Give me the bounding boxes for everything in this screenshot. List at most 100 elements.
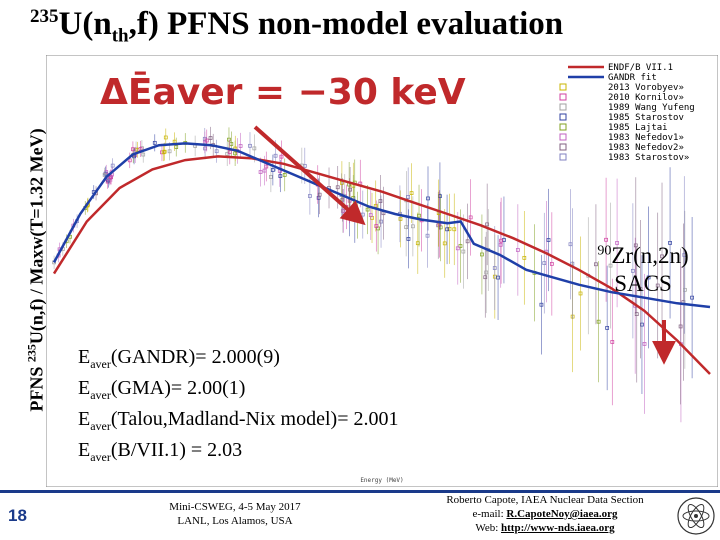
- data-point: [227, 150, 232, 154]
- footer-divider: [0, 490, 720, 493]
- legend-label: 2010 Kornilov»: [608, 93, 684, 103]
- delta-energy-annotation: ΔĒaver = −30 keV: [100, 72, 466, 113]
- legend-label: GANDR fit: [608, 73, 657, 83]
- data-point: [484, 270, 489, 275]
- legend-label: 2013 Vorobyev»: [608, 83, 684, 93]
- legend-label: 1985 Starostov: [608, 113, 684, 123]
- data-point: [539, 302, 544, 307]
- iaea-logo-icon: [677, 497, 715, 535]
- data-point: [225, 152, 230, 156]
- data-point: [615, 241, 619, 245]
- data-point: [631, 268, 635, 273]
- data-point: [496, 275, 500, 280]
- legend-label: ENDF/B VII.1: [608, 63, 673, 73]
- data-point: [485, 222, 490, 227]
- series-line-0: [52, 155, 711, 375]
- data-point: [546, 238, 551, 242]
- data-point: [608, 263, 613, 268]
- legend-label: 1985 Lajtai: [608, 123, 668, 133]
- legend-marker: [559, 123, 567, 131]
- data-point: [411, 224, 415, 229]
- eaver-line: Eaver(B/VII.1) = 2.03: [78, 439, 243, 464]
- data-point: [458, 244, 463, 248]
- data-point: [605, 326, 610, 330]
- data-point: [542, 261, 547, 266]
- data-point: [638, 287, 643, 292]
- web-link[interactable]: http://www-nds.iaea.org: [501, 522, 615, 534]
- legend-marker: [559, 143, 567, 151]
- email-link[interactable]: R.CapoteNoy@iaea.org: [506, 508, 618, 520]
- data-point: [633, 243, 638, 248]
- data-point: [646, 275, 651, 280]
- data-point: [480, 252, 484, 257]
- data-point: [594, 262, 598, 267]
- data-point: [452, 227, 457, 232]
- data-point: [445, 227, 449, 232]
- legend-marker: [559, 83, 567, 91]
- legend-label: 1983 Starostov»: [608, 153, 689, 163]
- footer-contact: Roberto Capote, IAEA Nuclear Data Sectio…: [446, 494, 644, 534]
- data-point: [248, 143, 252, 148]
- data-point: [102, 173, 107, 177]
- data-point: [690, 295, 694, 300]
- data-point: [204, 138, 209, 143]
- data-point: [238, 144, 243, 148]
- data-point: [110, 163, 115, 168]
- data-point: [426, 196, 430, 201]
- legend-marker: [559, 153, 567, 161]
- data-point: [378, 199, 383, 203]
- data-point: [634, 312, 639, 316]
- data-point: [406, 237, 411, 241]
- data-point: [642, 342, 647, 346]
- data-point: [374, 224, 379, 228]
- data-point: [442, 241, 447, 246]
- data-point: [610, 340, 615, 344]
- data-point: [152, 140, 157, 145]
- data-point: [425, 233, 430, 238]
- legend-marker: [559, 133, 567, 141]
- data-point: [483, 275, 488, 280]
- data-point: [682, 287, 687, 292]
- data-point: [127, 158, 132, 163]
- data-point: [578, 291, 583, 296]
- data-point: [398, 217, 403, 221]
- page-number: 18: [8, 506, 27, 525]
- data-point: [227, 137, 231, 142]
- data-point: [465, 239, 470, 244]
- data-point: [167, 149, 172, 154]
- eaver-values: Eaver(GANDR)= 2.000(9) Eaver(GMA)= 2.00(…: [78, 345, 398, 469]
- data-point: [596, 319, 601, 324]
- legend-marker: [559, 103, 567, 111]
- data-point: [498, 242, 503, 247]
- data-point: [655, 283, 660, 288]
- data-point: [522, 255, 527, 260]
- x-axis-label: Energy (MeV): [360, 477, 403, 484]
- legend-marker: [559, 93, 567, 101]
- data-point: [365, 207, 370, 212]
- zr-sacs-label: 90Zr(n,2n) SACS: [597, 243, 689, 296]
- legend-label: 1983 Nefedov1»: [608, 133, 684, 143]
- data-point: [499, 238, 503, 243]
- slide-title: 235U(nth,f) PFNS non-model evaluation: [30, 6, 564, 47]
- eaver-line: Eaver(GMA)= 2.00(1): [78, 377, 246, 402]
- y-axis-label: PFNS 235U(n,f) / Maxw(T=1.32 MeV): [24, 128, 47, 412]
- data-point: [682, 253, 687, 257]
- data-point: [161, 150, 166, 155]
- data-point: [455, 246, 460, 251]
- data-point: [163, 135, 168, 140]
- data-point: [604, 237, 608, 242]
- data-point: [208, 136, 213, 140]
- data-point: [461, 249, 466, 254]
- data-point: [214, 149, 219, 154]
- data-point: [379, 219, 383, 224]
- eaver-line: Eaver(Talou,Madland-Nix model)= 2.001: [78, 408, 399, 433]
- data-point: [678, 324, 683, 329]
- data-point: [492, 266, 497, 270]
- data-point: [568, 242, 573, 247]
- data-point: [668, 241, 672, 245]
- series-line-1: [52, 142, 711, 309]
- data-point: [468, 215, 473, 220]
- legend-label: 1983 Nefedov2»: [608, 143, 684, 153]
- data-point: [406, 195, 411, 199]
